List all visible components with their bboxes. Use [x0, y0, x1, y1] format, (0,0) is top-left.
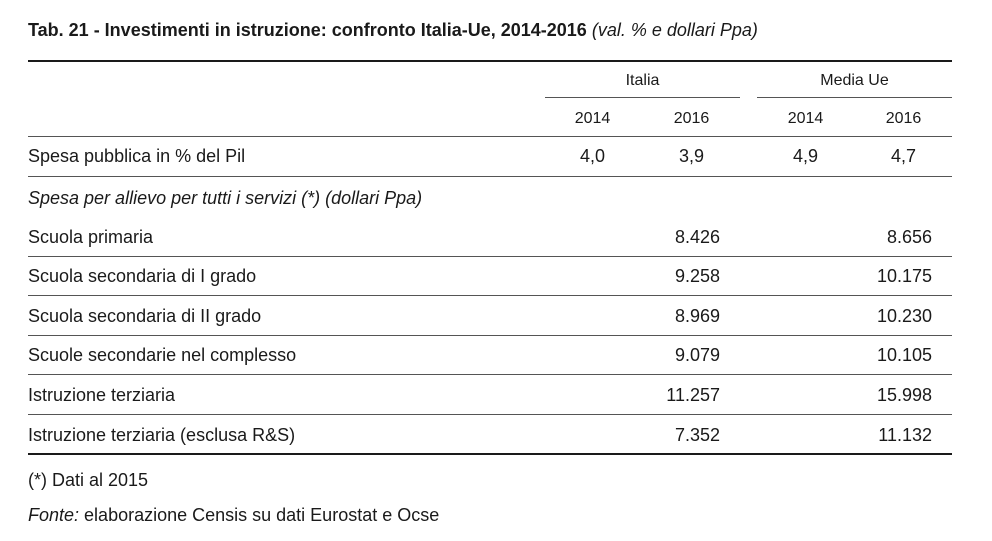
row-label-spesa-pil: Spesa pubblica in % del Pil [28, 146, 246, 166]
year-header-italia-2014: 2014 [574, 110, 611, 127]
table-title: Tab. 21 - Investimenti in istruzione: co… [28, 20, 758, 41]
row-divider [28, 176, 952, 177]
cell-ue-2016: 11.132 [878, 425, 932, 445]
cell-italia-2016: 11.257 [666, 385, 720, 405]
row-label: Scuola primaria [28, 227, 154, 247]
source-label: Fonte: [28, 505, 80, 525]
row-divider [28, 414, 952, 415]
cell-pil-italia-2016: 3,9 [678, 146, 705, 166]
cell-italia-2016: 9.079 [674, 345, 720, 365]
cell-ue-2016: 10.105 [876, 345, 932, 365]
source-text: elaborazione Censis su dati Eurostat e O… [84, 505, 440, 525]
row-divider [28, 295, 952, 296]
group-underline-italia [545, 97, 740, 98]
cell-ue-2016: 10.175 [876, 266, 932, 286]
header-rule [28, 136, 952, 137]
table-title-subtitle: (val. % e dollari Ppa) [591, 20, 758, 40]
row-divider [28, 374, 952, 375]
year-header-ue-2016: 2016 [885, 110, 922, 127]
cell-pil-ue-2014: 4,9 [792, 146, 819, 166]
table-title-main: Tab. 21 - Investimenti in istruzione: co… [28, 20, 587, 40]
group-header-italia: Italia [625, 72, 660, 89]
row-divider [28, 256, 952, 257]
cell-pil-ue-2016: 4,7 [890, 146, 917, 166]
row-label: Istruzione terziaria (esclusa R&S) [28, 425, 296, 445]
cell-pil-italia-2014: 4,0 [579, 146, 606, 166]
year-header-italia-2016: 2016 [673, 110, 710, 127]
cell-italia-2016: 7.352 [674, 425, 720, 445]
bottom-rule [28, 453, 952, 455]
row-label: Scuole secondarie nel complesso [28, 345, 297, 365]
footnote: (*) Dati al 2015 [28, 470, 149, 490]
section-label: Spesa per allievo per tutti i servizi (*… [28, 188, 423, 208]
group-header-media-ue: Media Ue [820, 72, 889, 89]
row-label: Scuola secondaria di II grado [28, 306, 262, 326]
top-rule [28, 60, 952, 62]
source-note: Fonte: elaborazione Censis su dati Euros… [28, 505, 439, 526]
row-label: Istruzione terziaria [28, 385, 176, 405]
cell-italia-2016: 9.258 [674, 266, 720, 286]
cell-italia-2016: 8.969 [674, 306, 720, 326]
cell-ue-2016: 15.998 [876, 385, 932, 405]
group-underline-media-ue [757, 97, 952, 98]
row-divider [28, 335, 952, 336]
year-header-ue-2014: 2014 [787, 110, 824, 127]
cell-italia-2016: 8.426 [674, 227, 720, 247]
row-label: Scuola secondaria di I grado [28, 266, 257, 286]
cell-ue-2016: 8.656 [886, 227, 932, 247]
cell-ue-2016: 10.230 [876, 306, 932, 326]
